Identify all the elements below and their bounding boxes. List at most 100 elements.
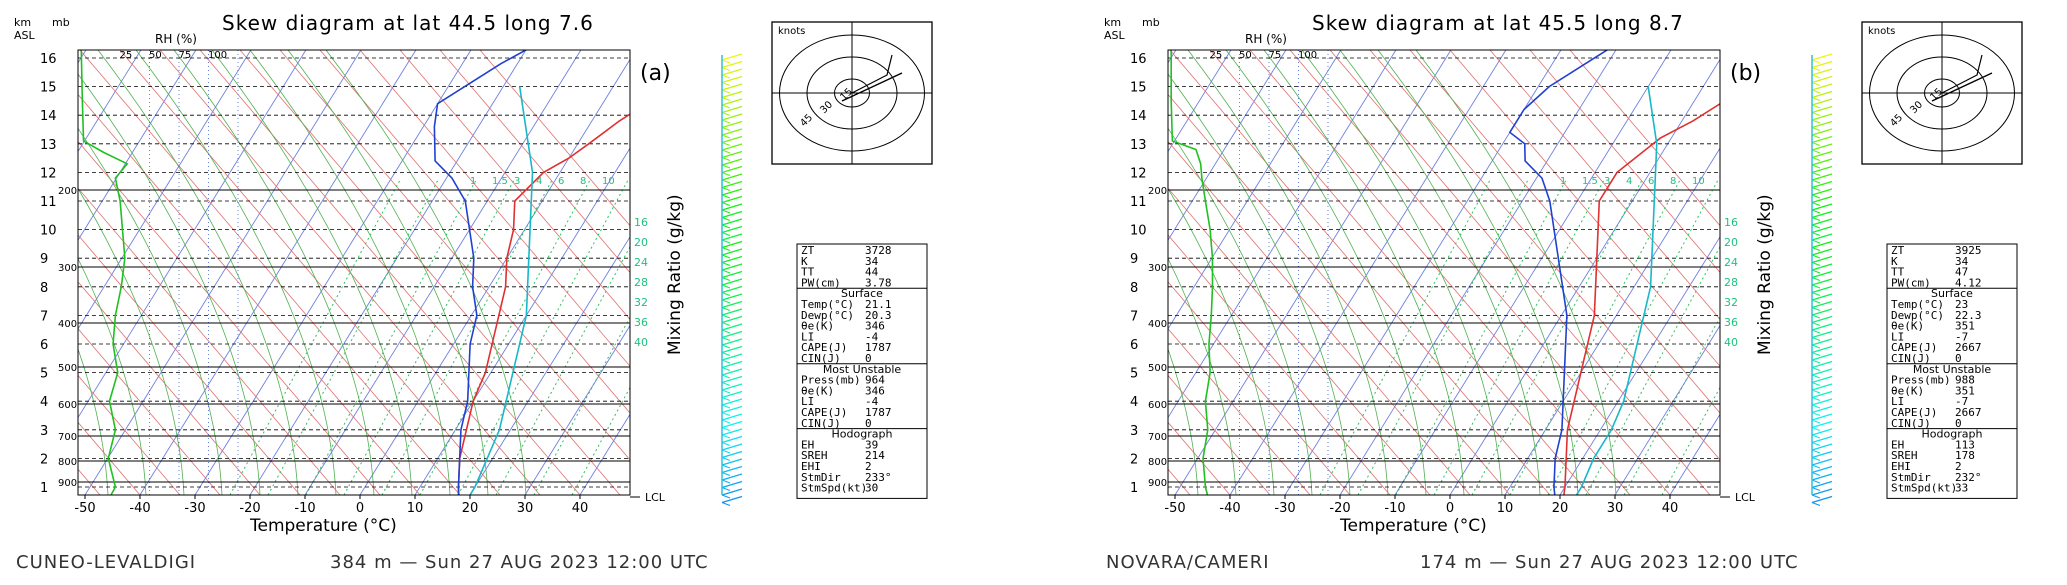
wind-barb (1811, 480, 1833, 489)
wind-barb (721, 375, 743, 384)
wind-barb-flag (1811, 456, 1821, 462)
wind-barb-flag (721, 306, 731, 312)
km-tick-label: 1 (40, 481, 48, 496)
indices-label: Dewp(°C) (801, 309, 854, 322)
moist-adiabat-line (135, 50, 337, 495)
wind-barb-flag (1811, 261, 1821, 267)
pressure-tick-label: 600 (1148, 400, 1167, 411)
wind-barb (721, 263, 743, 271)
wind-barb (721, 323, 743, 331)
wind-barb (1811, 128, 1833, 136)
series-line-dewpoint (433, 50, 528, 495)
isotherm-line (1614, 324, 1720, 495)
wind-barb-flag (721, 246, 731, 252)
indices-label: CAPE(J) (1891, 406, 1937, 419)
indices-value: 2667 (1955, 341, 1982, 354)
x-tick-label: 20 (1552, 501, 1569, 516)
wind-barb (721, 293, 743, 301)
dry-adiabat-line (1409, 50, 1720, 414)
series-line-rh (1170, 50, 1214, 495)
dry-adiabat-line (199, 50, 581, 495)
wind-barb-flag (721, 231, 731, 237)
plot-area (1168, 50, 1720, 495)
wind-barb-flag (1811, 366, 1821, 372)
wind-barb (721, 495, 743, 504)
asl-unit-label: ASL (14, 29, 36, 42)
dry-adiabat-line (78, 374, 181, 495)
indices-label: Temp(°C) (1891, 298, 1944, 311)
wind-barb (721, 105, 743, 114)
indices-label: EHI (801, 460, 821, 473)
dry-adiabat-line (78, 234, 301, 495)
moist-adiabat-line (97, 50, 299, 495)
x-tick-label: -10 (294, 501, 315, 516)
x-tick-label: 20 (462, 501, 479, 516)
pressure-tick-label: 300 (58, 263, 77, 274)
x-axis-label: Temperature (°C) (249, 516, 397, 536)
mixing-side-label: 40 (1724, 336, 1738, 349)
indices-value: 4.12 (1955, 276, 1982, 289)
km-tick-label: 5 (40, 367, 48, 382)
x-tick-label: -30 (1274, 501, 1295, 516)
wind-barb-flag (721, 74, 731, 79)
skew-t-panel-b: Skew diagram at lat 45.5 long 8.7 (b) kmAS… (1104, 11, 2023, 573)
dry-adiabat-line (79, 50, 461, 495)
wind-barb-flag (1811, 501, 1821, 507)
indices-label: EH (1891, 438, 1904, 451)
mixing-side-label: 20 (634, 236, 648, 249)
lcl-label: LCL (645, 491, 666, 504)
wind-barb-flag (1811, 59, 1821, 64)
wind-barb-flag (721, 126, 731, 132)
x-tick-label: -50 (1164, 501, 1185, 516)
wind-barb-flag (721, 366, 731, 372)
wind-barb-flag (721, 411, 731, 417)
isotherm-line (1339, 50, 1617, 495)
mixing-ratio-line (571, 386, 630, 495)
indices-value: 964 (865, 374, 885, 387)
series-line-parcel (469, 86, 534, 495)
indices-label: CAPE(J) (801, 341, 847, 354)
moist-adiabat-line (287, 50, 489, 495)
mixing-ratio-line (1319, 179, 1491, 495)
wind-barb (721, 338, 743, 346)
wind-barb (721, 233, 743, 241)
wind-barb-flag (1811, 374, 1821, 379)
x-tick-label: 0 (356, 501, 364, 516)
wind-barb (721, 458, 743, 466)
rh-tick-label: 25 (1210, 50, 1223, 61)
isotherm-line (0, 50, 31, 495)
dry-adiabat-line (479, 50, 630, 227)
wind-barb-flag (1811, 351, 1821, 357)
mixing-top-label: 6 (1648, 176, 1654, 187)
wind-barb (1811, 225, 1833, 234)
moist-adiabat-line (1187, 50, 1389, 495)
km-tick-label: 16 (40, 52, 57, 67)
wind-barb (721, 173, 743, 181)
storm-motion-arrow (841, 72, 903, 102)
wind-barb (721, 128, 743, 136)
mixing-top-label: 1 (1560, 176, 1566, 187)
isotherm-line (78, 50, 197, 242)
km-tick-label: 9 (40, 252, 48, 267)
wind-barb-flag (721, 239, 731, 244)
series-line-temperature (457, 113, 630, 495)
x-tick-label: -20 (239, 501, 260, 516)
series-line-temperature (1563, 102, 1720, 495)
wind-barb (1811, 323, 1833, 331)
wind-barb (721, 270, 743, 279)
mixing-top-label: 4 (1626, 176, 1632, 187)
x-tick-label: 40 (572, 501, 589, 516)
wind-barb (1811, 75, 1833, 84)
wind-barb-flag (1811, 216, 1821, 222)
indices-label: LI (801, 330, 814, 343)
mixing-side-label: 28 (634, 276, 648, 289)
wind-barb-flag (721, 329, 731, 334)
wind-barb-flag (1811, 276, 1821, 282)
dry-adiabat-line (78, 93, 421, 495)
mixing-top-label: 8 (580, 176, 586, 187)
wind-barb-flag (721, 501, 731, 507)
dry-adiabat-line (1529, 50, 1720, 274)
isotherm-line (249, 50, 527, 495)
panel-label: (b) (1730, 61, 1761, 86)
moist-adiabat-line (78, 347, 109, 495)
